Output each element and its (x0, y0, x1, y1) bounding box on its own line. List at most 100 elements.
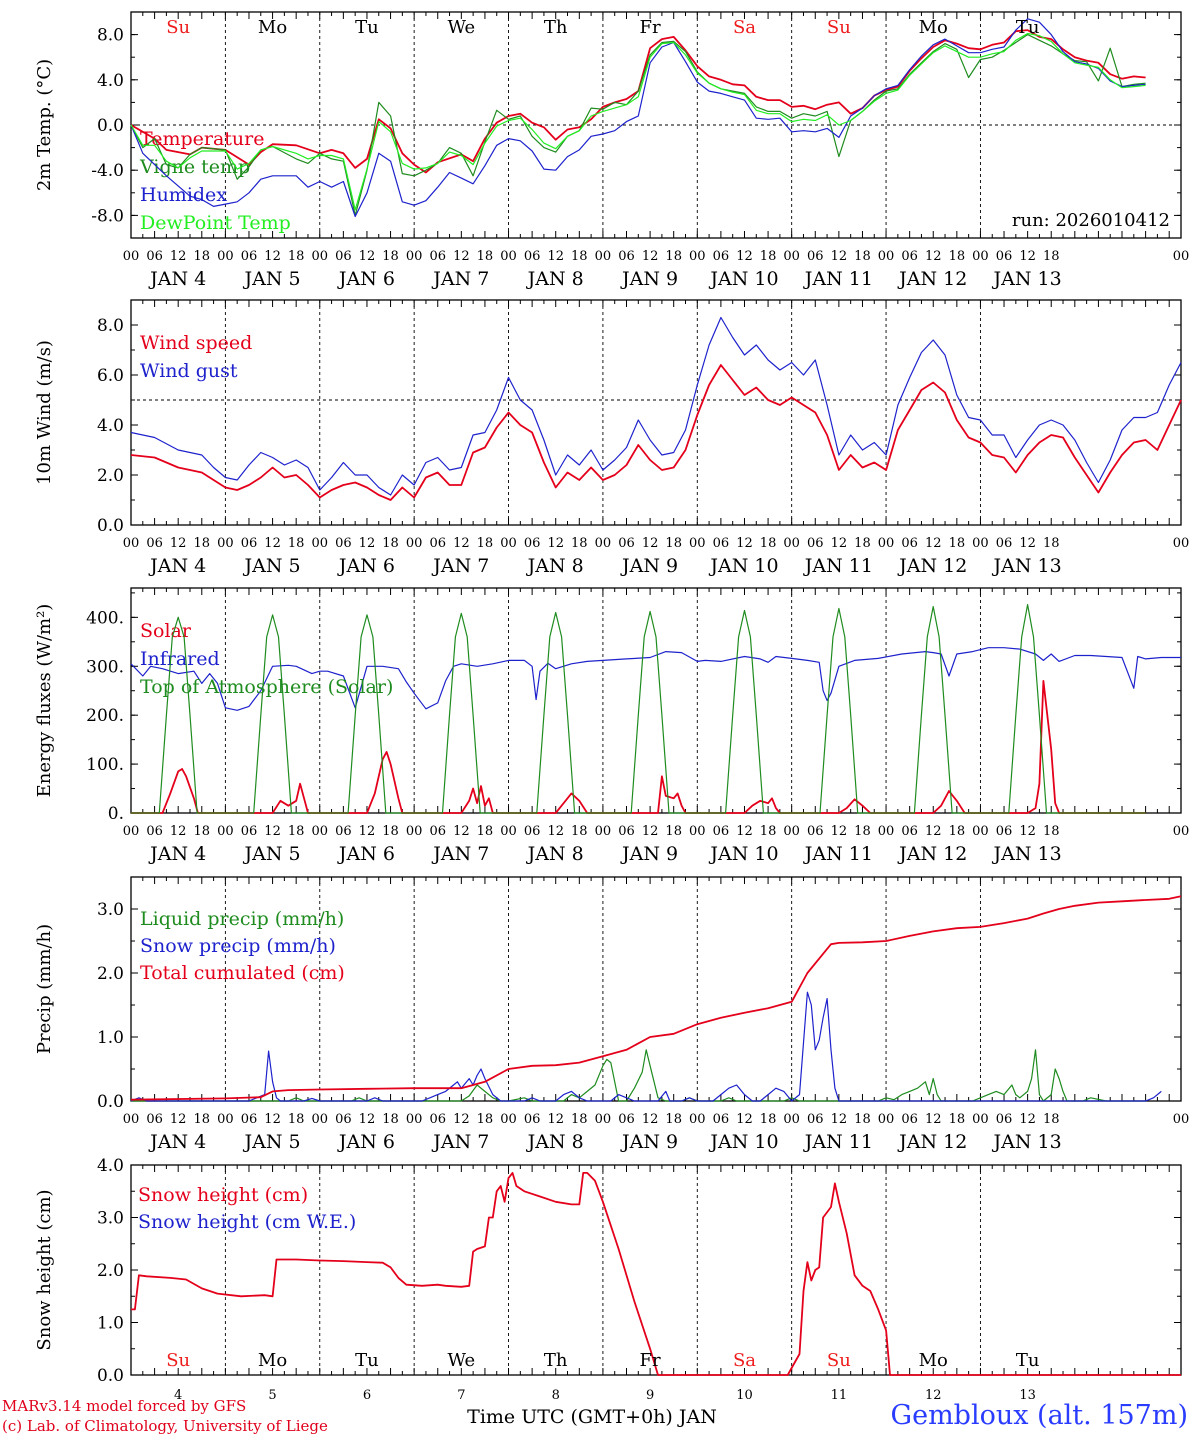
hour-tick-label: 00 (972, 824, 989, 839)
hour-tick-label: 18 (477, 1112, 494, 1127)
date-label: JAN 4 (148, 268, 206, 290)
y-tick-label: 300. (86, 657, 124, 677)
y-axis-label: Precip (mm/h) (34, 924, 55, 1054)
hour-tick-label: 00 (123, 249, 140, 264)
day-name: Fr (640, 17, 661, 38)
y-tick-label: 2.0 (97, 466, 124, 486)
hour-tick-label: 12 (736, 249, 753, 264)
y-tick-label: -4.0 (91, 161, 124, 181)
hour-tick-label: 18 (288, 824, 305, 839)
date-label: JAN 4 (148, 1131, 206, 1153)
hour-tick-label: 12 (264, 1112, 281, 1127)
day-number-label: 9 (646, 1388, 654, 1403)
hour-tick-label: 12 (547, 536, 564, 551)
hour-tick-label: 06 (146, 536, 163, 551)
hour-tick-label: 06 (996, 536, 1013, 551)
hour-tick-label: 18 (1043, 249, 1060, 264)
hour-tick-label: 06 (146, 1112, 163, 1127)
hour-tick-label: 12 (170, 824, 187, 839)
hour-tick-label: 18 (571, 536, 588, 551)
hour-tick-label: 12 (359, 1112, 376, 1127)
hour-tick-label: 00 (217, 249, 234, 264)
day-number-label: 11 (831, 1388, 848, 1403)
station-name: Gembloux (alt. 157m) (890, 1400, 1188, 1431)
hour-tick-label: 06 (618, 1112, 635, 1127)
hour-tick-label: 12 (736, 824, 753, 839)
hour-tick-label: 00 (1173, 536, 1190, 551)
hour-tick-label: 00 (783, 536, 800, 551)
y-tick-label: 0.0 (97, 1366, 124, 1386)
hour-tick-label: 12 (736, 536, 753, 551)
hour-tick-label: 18 (382, 536, 399, 551)
day-number-label: 8 (552, 1388, 560, 1403)
hour-tick-label: 18 (665, 824, 682, 839)
hour-tick-label: 18 (1043, 824, 1060, 839)
date-label: JAN 9 (620, 1131, 678, 1153)
day-name: Sa (733, 1350, 756, 1371)
hour-tick-label: 06 (524, 824, 541, 839)
day-name: Su (827, 17, 851, 38)
date-label: JAN 5 (243, 268, 301, 290)
hour-tick-label: 06 (713, 536, 730, 551)
hour-tick-label: 12 (547, 249, 564, 264)
y-tick-label: 400. (86, 608, 124, 628)
date-label: JAN 9 (620, 555, 678, 577)
y-tick-label: 3.0 (97, 900, 124, 920)
plot-frame-wind (130, 299, 1182, 526)
hour-tick-label: 00 (595, 1112, 612, 1127)
hour-tick-label: 12 (170, 1112, 187, 1127)
hour-tick-label: 06 (618, 824, 635, 839)
hour-tick-label: 00 (878, 1112, 895, 1127)
date-label: JAN 4 (148, 555, 206, 577)
hour-tick-label: 00 (1173, 1112, 1190, 1127)
hour-tick-label: 12 (453, 249, 470, 264)
hour-tick-label: 00 (500, 249, 517, 264)
hour-tick-label: 00 (878, 249, 895, 264)
hour-tick-label: 00 (500, 536, 517, 551)
day-name: Mo (919, 1350, 948, 1371)
hour-tick-label: 06 (429, 536, 446, 551)
hour-tick-label: 18 (382, 249, 399, 264)
legend-entry: Infrared (140, 648, 220, 670)
date-label: JAN 4 (148, 843, 206, 865)
hour-tick-label: 12 (1019, 249, 1036, 264)
hour-tick-label: 12 (831, 1112, 848, 1127)
hour-tick-label: 00 (311, 249, 328, 264)
hour-tick-label: 06 (901, 536, 918, 551)
hour-tick-label: 12 (453, 536, 470, 551)
hour-tick-label: 00 (406, 536, 423, 551)
legend-entry: Total cumulated (cm) (140, 962, 345, 984)
hour-tick-label: 18 (477, 824, 494, 839)
y-axis-label: 2m Temp. (°C) (34, 59, 55, 191)
hour-tick-label: 12 (359, 824, 376, 839)
date-label: JAN 10 (708, 268, 778, 290)
date-label: JAN 6 (337, 268, 395, 290)
hour-tick-label: 00 (217, 536, 234, 551)
hour-tick-label: 18 (288, 249, 305, 264)
hour-tick-label: 00 (595, 824, 612, 839)
hour-tick-label: 18 (194, 249, 211, 264)
hour-tick-label: 06 (335, 1112, 352, 1127)
hour-tick-label: 00 (689, 824, 706, 839)
hour-tick-label: 00 (217, 1112, 234, 1127)
hour-tick-label: 18 (854, 536, 871, 551)
hour-tick-label: 00 (406, 1112, 423, 1127)
hour-tick-label: 00 (500, 1112, 517, 1127)
day-number-label: 6 (363, 1388, 371, 1403)
hour-tick-label: 06 (807, 536, 824, 551)
series-line-temperature (130, 29, 1146, 174)
hour-tick-label: 00 (406, 824, 423, 839)
y-tick-label: 3.0 (97, 1209, 124, 1229)
hour-tick-label: 06 (524, 536, 541, 551)
hour-tick-label: 06 (241, 1112, 258, 1127)
date-label: JAN 13 (992, 1131, 1062, 1153)
y-axis-label: Snow height (cm) (34, 1189, 55, 1350)
day-name: Tu (1016, 1350, 1040, 1371)
date-label: JAN 8 (526, 1131, 584, 1153)
hour-tick-label: 00 (1173, 249, 1190, 264)
hour-tick-label: 06 (524, 1112, 541, 1127)
y-tick-label: 0.0 (97, 1092, 124, 1112)
date-label: JAN 5 (243, 1131, 301, 1153)
day-name: Su (166, 1350, 190, 1371)
hour-tick-label: 00 (406, 249, 423, 264)
